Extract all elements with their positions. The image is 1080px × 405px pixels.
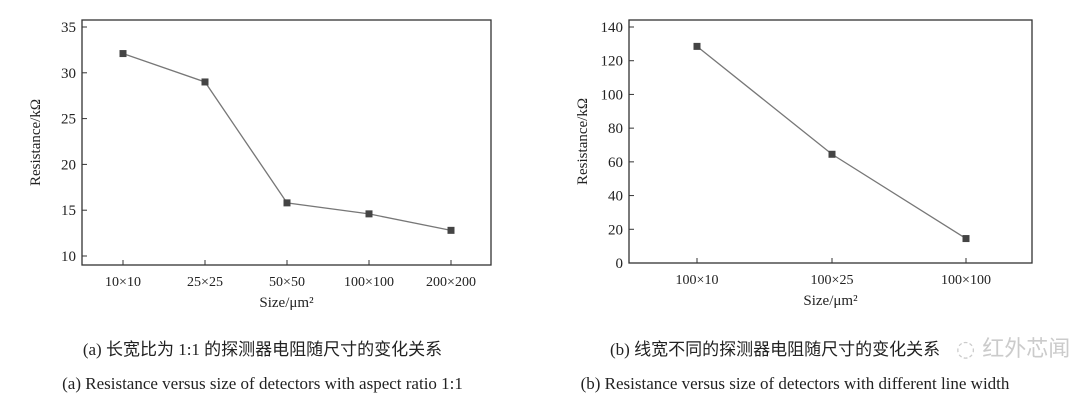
y-tick-label: 25 [61, 112, 76, 128]
data-point [283, 199, 291, 207]
x-axis-label: Size/μm² [803, 293, 858, 309]
y-tick-label: 80 [608, 121, 623, 137]
watermark: ◌ 红外芯闻 [956, 337, 1070, 363]
y-axis-label: Resistance/kΩ [28, 99, 44, 186]
data-point [447, 226, 455, 234]
x-tick-label: 50×50 [269, 275, 305, 290]
watermark-text: 红外芯闻 [982, 337, 1071, 362]
y-tick-label: 60 [608, 155, 623, 171]
caption-b-en: (b) Resistance versus size of detectors … [580, 374, 1010, 393]
series-line [696, 45, 967, 240]
y-tick-label: 30 [61, 66, 76, 82]
plot-frame [81, 19, 492, 266]
x-tick-label: 100×25 [811, 273, 854, 288]
data-point [828, 150, 836, 158]
wechat-icon: ◌ [956, 337, 976, 362]
y-tick-label: 0 [616, 256, 624, 272]
data-point [962, 235, 970, 243]
data-point [693, 42, 701, 50]
y-axis-label: Resistance/kΩ [575, 98, 591, 185]
x-tick-label: 25×25 [187, 275, 223, 290]
data-point [365, 210, 373, 218]
caption-a-cn: (a) 长宽比为 1:1 的探测器电阻随尺寸的变化关系 [82, 340, 443, 359]
y-tick-label: 40 [608, 189, 623, 205]
y-tick-label: 15 [61, 203, 76, 219]
y-tick-label: 35 [61, 20, 76, 36]
y-tick-label: 10 [61, 249, 76, 265]
data-point [119, 50, 127, 58]
y-tick-label: 140 [601, 20, 624, 36]
caption-a-en: (a) Resistance versus size of detectors … [62, 374, 463, 393]
x-tick-label: 100×10 [676, 273, 719, 288]
x-tick-label: 200×200 [426, 275, 476, 290]
x-tick-label: 100×100 [941, 273, 991, 288]
x-tick-label: 100×100 [344, 275, 394, 290]
y-tick-label: 100 [601, 87, 624, 103]
data-point [201, 78, 209, 86]
caption-b-cn: (b) 线宽不同的探测器电阻随尺寸的变化关系 [610, 340, 941, 359]
y-tick-label: 120 [601, 54, 624, 70]
y-tick-label: 20 [608, 222, 623, 238]
plot-frame [628, 19, 1033, 264]
x-axis-label: Size/μm² [259, 295, 314, 311]
y-tick-label: 20 [61, 157, 76, 173]
x-tick-label: 10×10 [105, 275, 141, 290]
